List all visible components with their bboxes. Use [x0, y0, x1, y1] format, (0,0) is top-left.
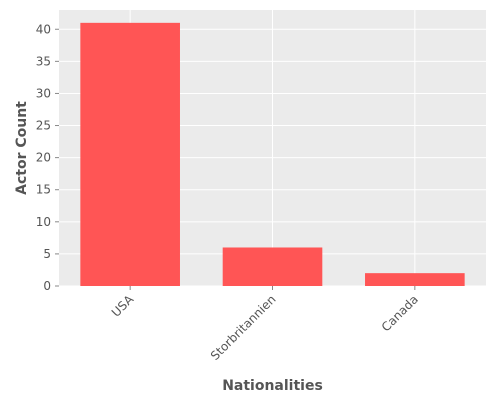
x-tick-label: USA [109, 292, 137, 320]
y-tick-label: 5 [43, 247, 51, 261]
x-axis-title: Nationalities [222, 378, 323, 394]
x-tick-label: Canada [379, 292, 421, 334]
y-axis-ticks: 0 5 10 15 20 25 30 35 40 [36, 22, 59, 293]
x-axis-ticks: USA Storbritannien Canada [109, 286, 421, 363]
y-tick-label: 0 [43, 279, 51, 293]
bar-usa [80, 22, 180, 286]
x-tick-label: Storbritannien [208, 292, 279, 363]
y-tick-label: 30 [36, 86, 51, 100]
y-tick-label: 10 [36, 215, 51, 229]
y-tick-label: 20 [36, 151, 51, 165]
bar-canada [365, 273, 465, 286]
y-tick-label: 35 [36, 54, 51, 68]
bar-storbritannien [222, 247, 323, 286]
y-tick-label: 25 [36, 119, 51, 133]
y-axis-title: Actor Count [14, 101, 30, 195]
bars [80, 22, 465, 286]
y-tick-label: 40 [36, 22, 51, 36]
y-tick-label: 15 [36, 183, 51, 197]
